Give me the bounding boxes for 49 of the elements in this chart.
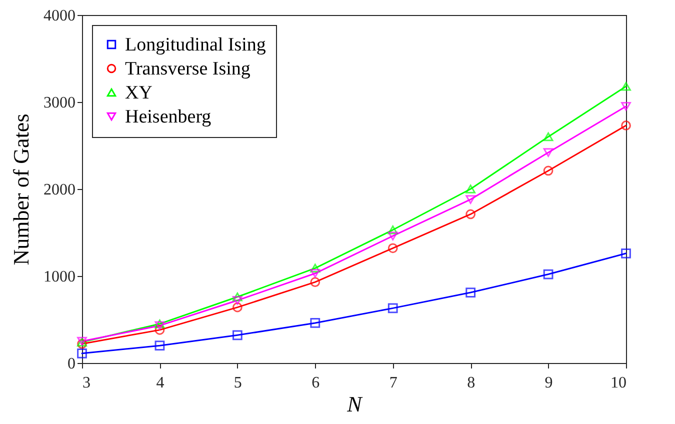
point	[466, 209, 476, 220]
point	[154, 321, 165, 330]
point	[77, 348, 87, 358]
y-tick-label: 2000	[44, 182, 76, 198]
point	[154, 340, 165, 351]
y-tick-label: 1000	[44, 268, 76, 286]
legend-label: Longitudinal Ising	[125, 34, 266, 56]
point	[621, 102, 631, 111]
point	[388, 226, 398, 234]
x-tick-label: 7	[389, 374, 398, 392]
point	[232, 292, 242, 302]
point	[310, 277, 320, 288]
point	[232, 296, 242, 305]
point	[621, 120, 631, 130]
point	[543, 269, 554, 280]
y-tick-label: 3000	[44, 94, 76, 112]
point	[310, 269, 320, 278]
point	[77, 338, 87, 349]
x-axis-title: N	[346, 392, 364, 416]
point	[310, 264, 320, 273]
legend-label: Heisenberg	[125, 106, 212, 128]
y-tick-label: 0	[68, 356, 76, 372]
point	[232, 302, 242, 312]
point	[310, 318, 320, 328]
point	[466, 288, 476, 298]
x-tick-label: 5	[234, 374, 242, 392]
point	[466, 195, 476, 204]
point	[388, 232, 398, 240]
point	[543, 166, 554, 176]
x-tick-label: 6	[312, 374, 320, 392]
point	[154, 325, 165, 335]
legend-label: Transverse Ising	[125, 58, 251, 80]
x-tick-label: 4	[156, 374, 164, 392]
x-tick-label: 8	[467, 374, 476, 392]
point	[621, 82, 631, 91]
point	[388, 243, 398, 254]
point	[621, 248, 631, 258]
point	[154, 319, 165, 328]
point	[388, 303, 398, 314]
x-tick-label: 9	[544, 374, 553, 392]
y-tick-label: 4000	[44, 8, 76, 24]
x-tick-label: 3	[82, 374, 90, 392]
legend-label: XY	[125, 82, 153, 104]
point	[232, 330, 242, 340]
point	[543, 132, 554, 142]
y-axis-title: Number of Gates	[8, 114, 34, 266]
point	[543, 148, 554, 157]
x-tick-label: 10	[610, 374, 626, 392]
point	[466, 184, 476, 194]
